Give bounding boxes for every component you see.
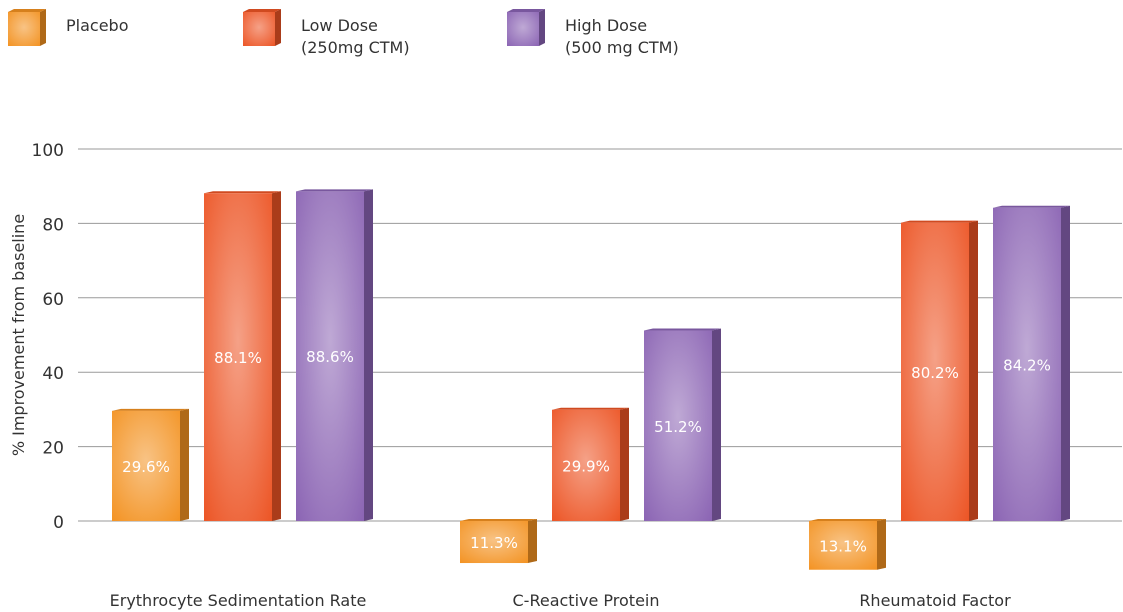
bar-side [712, 328, 721, 521]
bar-front [296, 191, 364, 521]
bar-high-dose-500-mg-ctm-c-reactive-protein: 51.2% [644, 328, 721, 521]
bar-low-dose-250mg-ctm-rheumatoid-factor: 80.2% [901, 220, 978, 521]
y-axis: 0 20 40 60 80 100 % Improvement from baseline [9, 141, 64, 533]
data-label: 11.3% [470, 534, 518, 552]
data-label: 13.1% [819, 537, 867, 555]
bar-front [809, 521, 877, 570]
bar-top [644, 328, 721, 331]
bars: 29.6% 88.1% 88.6% 11.3% 29.9% 51.2% 13.1% 80.2%… [112, 189, 1070, 570]
bar-top [552, 407, 629, 410]
legend: Placebo Low Dose (250mg CTM) High Dose (500 … [8, 9, 679, 57]
y-axis-title: % Improvement from baseline [9, 214, 28, 456]
bar-front [112, 410, 180, 521]
legend-label: Placebo [66, 16, 128, 35]
bar-top [296, 189, 373, 192]
legend-label: Low Dose [301, 16, 378, 35]
bar-high-dose-500-mg-ctm-rheumatoid-factor: 84.2% [993, 205, 1070, 521]
bar-side [877, 519, 886, 570]
y-tick-label-100: 100 [32, 141, 64, 161]
bar-top [993, 205, 1070, 208]
bar-placebo-rheumatoid-factor: 13.1% [809, 519, 886, 570]
legend-swatch [243, 12, 275, 46]
bar-side [528, 519, 537, 564]
bar-placebo-erythrocyte-sedimentation-rate: 29.6% [112, 408, 189, 521]
data-label: 29.6% [122, 458, 170, 476]
bar-side [620, 407, 629, 521]
data-label: 84.2% [1003, 356, 1051, 374]
legend-swatch [507, 12, 539, 46]
bar-front [552, 409, 620, 521]
bar-side [969, 220, 978, 521]
bar-low-dose-250mg-ctm-c-reactive-protein: 29.9% [552, 407, 629, 521]
bar-top [460, 519, 537, 521]
x-category-label-c-reactive-protein: C-Reactive Protein [513, 591, 660, 610]
bar-front [901, 222, 969, 521]
bar-front [204, 193, 272, 521]
legend-item-high-dose-500-mg-ctm: High Dose (500 mg CTM) [507, 9, 679, 57]
bar-top [901, 220, 978, 223]
legend-label: (500 mg CTM) [565, 38, 679, 57]
bar-front [993, 207, 1061, 521]
data-label: 29.9% [562, 457, 610, 475]
bar-top [204, 191, 281, 194]
legend-label: High Dose [565, 16, 647, 35]
legend-item-low-dose-250mg-ctm: Low Dose (250mg CTM) [243, 9, 410, 57]
bar-high-dose-500-mg-ctm-erythrocyte-sedimentation-rate: 88.6% [296, 189, 373, 521]
bar-placebo-c-reactive-protein: 11.3% [460, 519, 537, 564]
bar-top [809, 519, 886, 521]
x-axis: Erythrocyte Sedimentation Rate C-Reactive… [110, 591, 1011, 610]
y-tick-label-80: 80 [42, 215, 64, 235]
legend-item-placebo: Placebo [8, 9, 128, 46]
bar-side [364, 189, 373, 521]
bar-top [112, 408, 189, 411]
data-label: 88.6% [306, 348, 354, 366]
bar-low-dose-250mg-ctm-erythrocyte-sedimentation-rate: 88.1% [204, 191, 281, 521]
y-tick-label-60: 60 [42, 290, 64, 310]
y-tick-label-0: 0 [53, 513, 64, 533]
y-tick-label-40: 40 [42, 364, 64, 384]
legend-label: (250mg CTM) [301, 38, 410, 57]
bar-side [1061, 205, 1070, 521]
data-label: 51.2% [654, 418, 702, 436]
bar-side [180, 408, 189, 521]
x-category-label-rheumatoid-factor: Rheumatoid Factor [859, 591, 1011, 610]
bar-front [644, 330, 712, 521]
x-category-label-erythrocyte-sedimentation-rate: Erythrocyte Sedimentation Rate [110, 591, 367, 610]
bar-front [460, 521, 528, 564]
data-label: 88.1% [214, 349, 262, 367]
bar-side [272, 191, 281, 521]
data-label: 80.2% [911, 364, 959, 382]
y-tick-label-20: 20 [42, 439, 64, 459]
legend-swatch [8, 12, 40, 46]
